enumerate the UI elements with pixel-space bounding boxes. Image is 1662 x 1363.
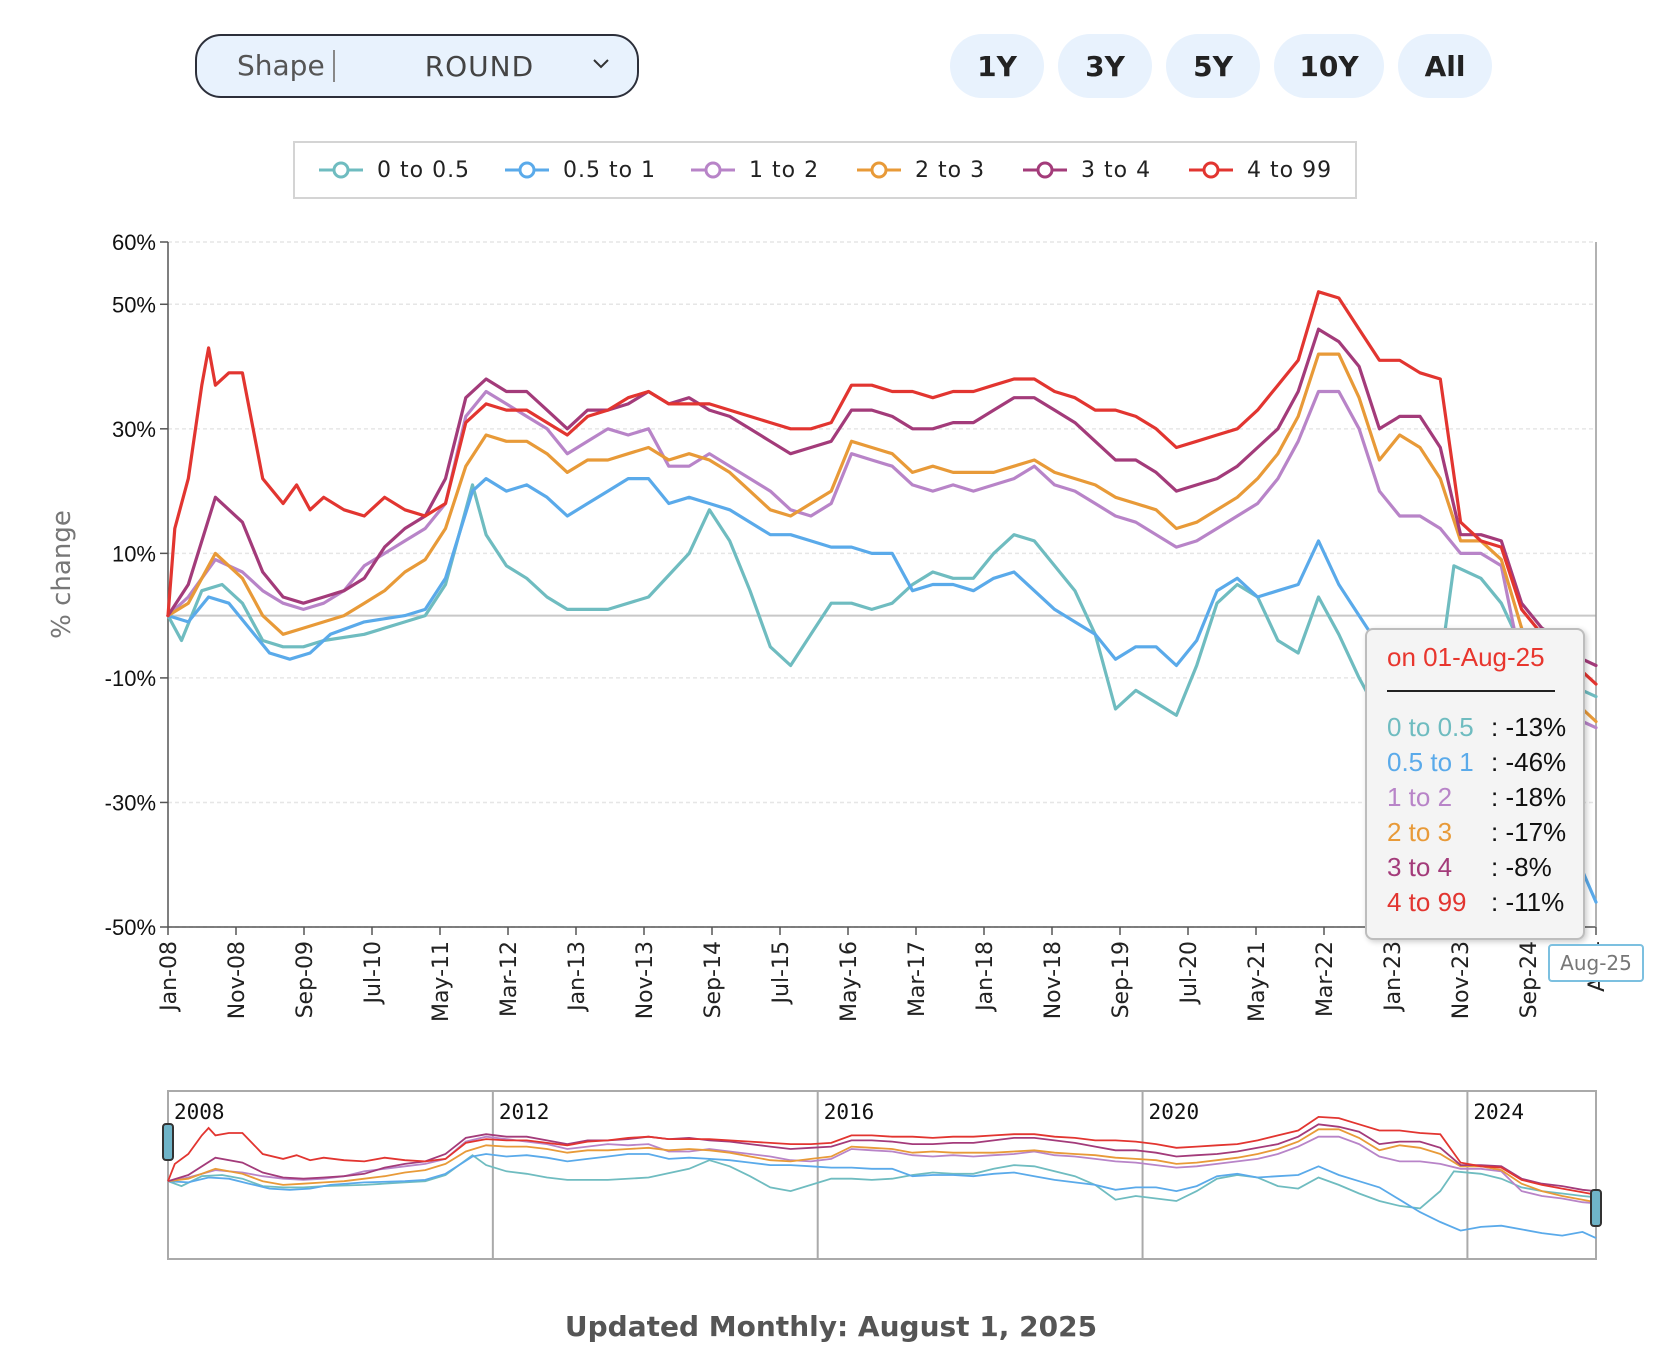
y-tick-label: 50%: [112, 292, 156, 317]
x-tick-label: Nov-13: [633, 941, 658, 1019]
tooltip-series-value: : -8%: [1491, 852, 1552, 882]
tooltip-series-name: 4 to 99: [1387, 887, 1467, 917]
x-tick-label: May-16: [837, 941, 862, 1022]
range-button-10y[interactable]: 10Y: [1274, 34, 1384, 98]
x-tick-label: Jul-10: [361, 941, 386, 1005]
tooltip-series-value: : -46%: [1491, 747, 1567, 777]
updated-footer: Updated Monthly: August 1, 2025: [564, 1310, 1098, 1343]
series-line-4-to-99: [166, 290, 1598, 686]
y-tick-label: 60%: [112, 230, 156, 255]
y-tick-label: -30%: [105, 790, 156, 815]
legend-item-2-to-3[interactable]: 2 to 3: [857, 143, 985, 197]
tooltip-title: on 01-Aug-25: [1387, 642, 1545, 672]
range-button-1y[interactable]: 1Y: [950, 34, 1044, 98]
y-tick-label: 30%: [112, 417, 156, 442]
legend-marker-icon: [505, 161, 549, 179]
navigator-line: [167, 1154, 1597, 1210]
navigator-year-label: 2012: [499, 1100, 550, 1124]
tooltip-row: 0 to 0.5 : -13%: [1387, 712, 1566, 743]
legend-marker-icon: [1189, 161, 1233, 179]
shape-label: Shape: [237, 50, 335, 82]
navigator-year-label: 2024: [1473, 1100, 1524, 1124]
x-tick-label: Mar-22: [1313, 941, 1338, 1017]
x-tick-label: Jan-18: [973, 941, 998, 1013]
series-line-1-to-2: [166, 389, 1598, 730]
tooltip-series-name: 2 to 3: [1387, 817, 1453, 847]
x-tick-label: Sep-24: [1517, 941, 1542, 1018]
range-button-5y[interactable]: 5Y: [1166, 34, 1260, 98]
navigator-frame: [167, 1090, 1597, 1260]
x-tick-label: Sep-14: [701, 941, 726, 1018]
tooltip-series-value: : -11%: [1491, 887, 1565, 917]
chevron-down-icon: [593, 59, 609, 69]
tooltip-row: 4 to 99 : -11%: [1387, 887, 1564, 918]
legend-item-4-to-99[interactable]: 4 to 99: [1189, 143, 1332, 197]
navigator-line: [167, 1135, 1597, 1205]
tooltip-row: 3 to 4 : -8%: [1387, 852, 1552, 883]
legend-marker-icon: [691, 161, 735, 179]
legend-label: 1 to 2: [749, 157, 820, 183]
series-line-3-to-4: [166, 327, 1598, 668]
chart-tooltip: on 01-Aug-25 0 to 0.5 : -13% 0.5 to 1 : -4…: [1365, 628, 1585, 940]
tooltip-row: 2 to 3 : -17%: [1387, 817, 1566, 848]
series-line-2-to-3: [166, 352, 1598, 724]
legend-marker-icon: [1023, 161, 1067, 179]
x-tick-label: Jan-23: [1381, 941, 1406, 1013]
x-tick-label: May-11: [429, 941, 454, 1022]
navigator-line: [167, 1123, 1597, 1192]
tooltip-series-value: : -13%: [1491, 712, 1567, 742]
y-axis-title: % change: [47, 510, 77, 639]
tooltip-divider: [1387, 690, 1555, 692]
legend-item-0.5-to-1[interactable]: 0.5 to 1: [505, 143, 656, 197]
chart-legend: 0 to 0.5 0.5 to 1 1 to 2 2 to 3 3 to 4 4…: [293, 141, 1357, 199]
tooltip-row: 0.5 to 1 : -46%: [1387, 747, 1566, 778]
tooltip-series-value: : -17%: [1491, 817, 1567, 847]
navigator-year-label: 2020: [1149, 1100, 1200, 1124]
navigator-line: [167, 1153, 1597, 1239]
tooltip-series-name: 3 to 4: [1387, 852, 1453, 882]
x-tick-label: May-21: [1245, 941, 1270, 1022]
legend-label: 2 to 3: [915, 157, 986, 183]
legend-label: 0.5 to 1: [563, 157, 657, 183]
x-tick-label: Mar-12: [497, 941, 522, 1017]
x-tick-label: Jan-13: [565, 941, 590, 1013]
range-button-3y[interactable]: 3Y: [1058, 34, 1152, 98]
navigator-year-label: 2008: [174, 1100, 225, 1124]
shape-dropdown[interactable]: Shape ROUND: [195, 34, 639, 98]
x-tick-label: Nov-08: [225, 941, 250, 1019]
y-tick-label: -50%: [105, 915, 156, 940]
tooltip-series-value: : -18%: [1491, 782, 1567, 812]
range-button-all[interactable]: All: [1398, 34, 1492, 98]
navigator-line: [167, 1128, 1597, 1204]
x-tick-label: Jul-20: [1177, 941, 1202, 1005]
legend-label: 0 to 0.5: [377, 157, 471, 183]
x-tick-label: Sep-19: [1109, 941, 1134, 1018]
tooltip-series-name: 0.5 to 1: [1387, 747, 1474, 777]
x-tick-label: Jul-15: [769, 941, 794, 1005]
navigator-line: [167, 1115, 1597, 1196]
legend-item-1-to-2[interactable]: 1 to 2: [691, 143, 819, 197]
navigator-year-label: 2016: [824, 1100, 875, 1124]
x-tick-label: Nov-23: [1449, 941, 1474, 1019]
tooltip-series-name: 0 to 0.5: [1387, 712, 1474, 742]
legend-marker-icon: [857, 161, 901, 179]
shape-value: ROUND: [424, 49, 535, 83]
y-tick-label: 10%: [112, 541, 156, 566]
legend-marker-icon: [319, 161, 363, 179]
tooltip-series-name: 1 to 2: [1387, 782, 1453, 812]
x-tick-label: Sep-09: [293, 941, 318, 1018]
crosshair-x-label: Aug-25: [1548, 944, 1644, 982]
legend-label: 3 to 4: [1081, 157, 1152, 183]
navigator-left-handle[interactable]: [162, 1123, 174, 1161]
x-tick-label: Jan-08: [157, 941, 182, 1013]
x-tick-label: Nov-18: [1041, 941, 1066, 1019]
legend-item-0-to-0.5[interactable]: 0 to 0.5: [319, 143, 470, 197]
tooltip-row: 1 to 2 : -18%: [1387, 782, 1566, 813]
legend-item-3-to-4[interactable]: 3 to 4: [1023, 143, 1151, 197]
legend-label: 4 to 99: [1247, 157, 1333, 183]
navigator-right-handle[interactable]: [1590, 1189, 1602, 1227]
y-tick-label: -10%: [105, 666, 156, 691]
x-tick-label: Mar-17: [905, 941, 930, 1017]
